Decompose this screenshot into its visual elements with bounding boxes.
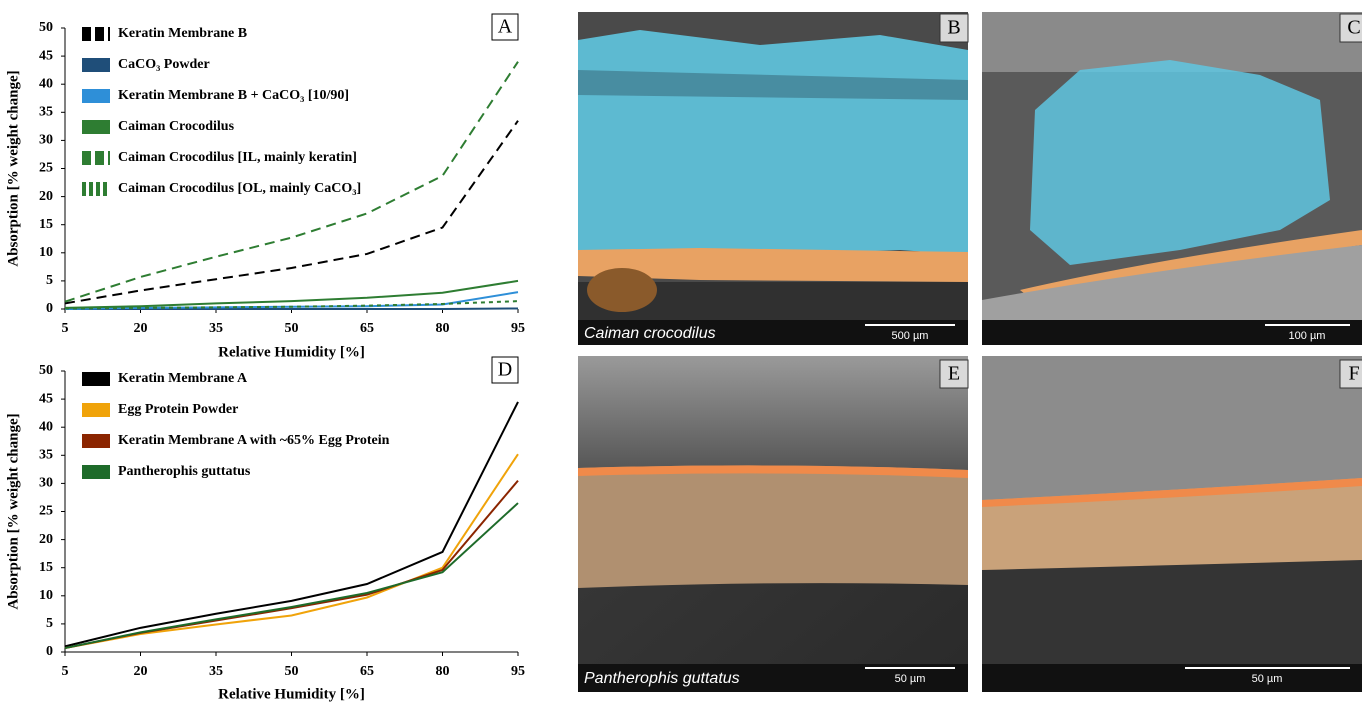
legend-label: Keratin Membrane B + CaCO₃ [10/90] — [118, 88, 349, 103]
scale-bar-label: 100 µm — [1289, 330, 1326, 342]
y-tick-label: 35 — [39, 105, 53, 120]
sem-panel-c: C 100 µm — [982, 12, 1362, 345]
figure: B Caiman crocodilus 500 µm C 100 µm E Pa… — [0, 0, 1362, 703]
legend-label: CaCO₃ Powder — [118, 57, 210, 72]
y-tick-label: 15 — [39, 560, 53, 575]
panel-letter: D — [498, 359, 512, 381]
panel-letter: B — [947, 17, 960, 39]
x-tick-label: 65 — [360, 321, 374, 336]
y-tick-label: 5 — [46, 273, 53, 288]
series-line — [65, 503, 518, 648]
y-tick-label: 40 — [39, 419, 53, 434]
legend-label: Caiman Crocodilus — [118, 119, 235, 134]
y-axis-title: Absorption [% weight change] — [5, 413, 21, 609]
x-tick-label: 95 — [511, 664, 525, 679]
y-tick-label: 20 — [39, 532, 53, 547]
legend-label: Keratin Membrane A with ~65% Egg Protein — [118, 433, 390, 448]
legend-label: Keratin Membrane B — [118, 26, 247, 41]
y-tick-label: 15 — [39, 217, 53, 232]
scale-bar-label: 500 µm — [892, 330, 929, 342]
y-tick-label: 30 — [39, 133, 53, 148]
legend-label: Keratin Membrane A — [118, 371, 248, 386]
scale-bar-label: 50 µm — [895, 673, 926, 685]
y-tick-label: 45 — [39, 48, 53, 63]
x-tick-label: 50 — [285, 321, 299, 336]
x-tick-label: 95 — [511, 321, 525, 336]
y-axis-title: Absorption [% weight change] — [5, 70, 21, 266]
sem-panel-e: E Pantherophis guttatus 50 µm — [578, 356, 968, 692]
x-axis-title: Relative Humidity [%] — [218, 686, 365, 702]
sem-panel-b: B Caiman crocodilus 500 µm — [578, 12, 968, 345]
panel-letter: F — [1348, 363, 1359, 385]
y-tick-label: 45 — [39, 391, 53, 406]
y-tick-label: 20 — [39, 189, 53, 204]
x-tick-label: 20 — [134, 321, 148, 336]
x-tick-label: 65 — [360, 664, 374, 679]
y-tick-label: 0 — [46, 644, 53, 659]
y-tick-label: 10 — [39, 245, 53, 260]
legend-label: Egg Protein Powder — [118, 402, 238, 417]
panel-letter: C — [1347, 17, 1360, 39]
y-tick-label: 40 — [39, 76, 53, 91]
legend-label: Caiman Crocodilus [OL, mainly CaCO₃] — [118, 181, 361, 196]
sem-panel-f: F 50 µm — [982, 356, 1362, 692]
y-tick-label: 35 — [39, 448, 53, 463]
y-tick-label: 50 — [39, 363, 53, 378]
legend-label: Caiman Crocodilus [IL, mainly keratin] — [118, 150, 357, 165]
series-line — [65, 454, 518, 648]
panel-letter: A — [498, 16, 513, 38]
panel-letter: E — [948, 363, 960, 385]
y-tick-label: 10 — [39, 588, 53, 603]
panel-caption: Pantherophis guttatus — [584, 670, 740, 687]
x-tick-label: 50 — [285, 664, 299, 679]
x-tick-label: 35 — [209, 321, 223, 336]
x-tick-label: 5 — [62, 664, 69, 679]
panel-caption: Caiman crocodilus — [584, 325, 716, 342]
x-tick-label: 35 — [209, 664, 223, 679]
y-tick-label: 25 — [39, 161, 53, 176]
y-tick-label: 5 — [46, 616, 53, 631]
series-line — [65, 301, 518, 308]
y-tick-label: 25 — [39, 504, 53, 519]
y-tick-label: 0 — [46, 301, 53, 316]
x-tick-label: 5 — [62, 321, 69, 336]
series-line — [65, 121, 518, 304]
x-tick-label: 80 — [436, 321, 450, 336]
scale-bar-label: 50 µm — [1252, 673, 1283, 685]
y-tick-label: 30 — [39, 476, 53, 491]
y-tick-label: 50 — [39, 20, 53, 35]
legend-label: Pantherophis guttatus — [118, 464, 251, 479]
x-tick-label: 20 — [134, 664, 148, 679]
x-tick-label: 80 — [436, 664, 450, 679]
x-axis-title: Relative Humidity [%] — [218, 344, 365, 360]
